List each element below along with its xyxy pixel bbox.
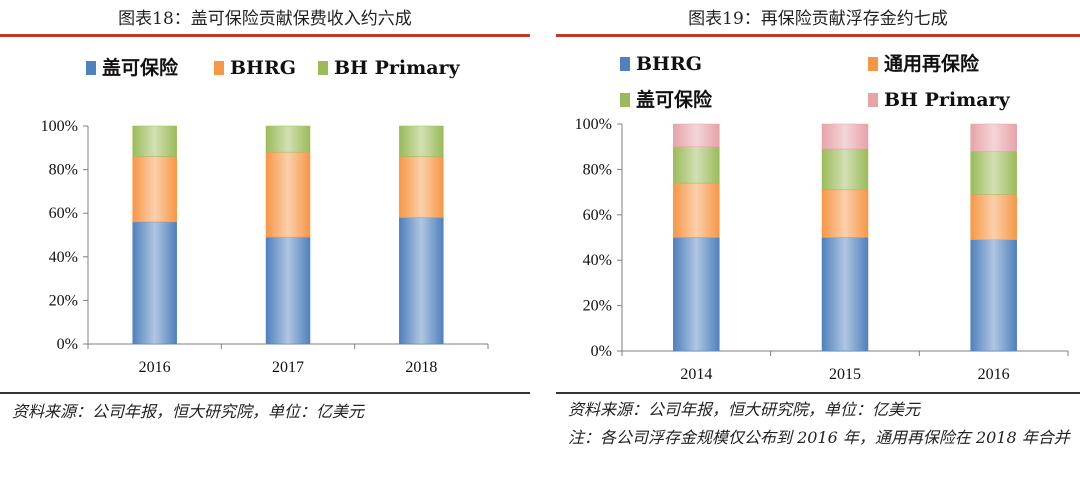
- bar-segment: [399, 156, 444, 218]
- bar-segment: [821, 189, 869, 238]
- y-tick-label: 60%: [583, 207, 612, 224]
- bar-segment: [132, 125, 177, 157]
- bar-segment: [265, 125, 311, 153]
- bar-segment: [821, 123, 869, 150]
- stacked-bar-chart: 0% 20% 40% 60% 80% 100% 2016 2017 2018 盖可保险 BHRG BH…: [41, 56, 489, 376]
- legend-swatch: [868, 57, 878, 71]
- legend-swatch: [86, 61, 96, 75]
- legend-label: 盖可保险: [636, 88, 713, 111]
- note-line: 注：各公司浮存金规模仅公布到 2016 年，通用再保险在 2018 年合并: [568, 428, 1070, 447]
- bar-segment: [265, 151, 311, 238]
- title-rule: [0, 34, 530, 37]
- legend-label: 盖可保险: [102, 56, 179, 79]
- y-tick-label: 40%: [49, 249, 78, 266]
- y-tick-label: 20%: [49, 292, 78, 309]
- legend-label: 通用再保险: [884, 52, 980, 75]
- bar-segment: [132, 221, 177, 345]
- chart-panel-left: 图表18：盖可保险贡献保费收入约六成 0% 20% 40% 60% 80% 100% 201…: [0, 0, 530, 488]
- bar-segment: [399, 217, 444, 345]
- y-tick-label: 0%: [57, 336, 78, 353]
- x-tick-label: 2016: [139, 359, 171, 376]
- y-tick-label: 20%: [583, 298, 612, 315]
- y-tick-label: 100%: [41, 118, 78, 135]
- x-tick-label: 2014: [680, 366, 712, 383]
- bar-segment: [970, 123, 1017, 152]
- bar-segment: [821, 148, 869, 191]
- chart-panel-right: 图表19：再保险贡献浮存金约七成 0% 20% 40% 60% 80% 100% 2014 2…: [556, 0, 1080, 488]
- legend-swatch: [214, 61, 224, 75]
- legend-label: BHRG: [636, 53, 702, 75]
- y-tick-label: 80%: [49, 162, 78, 179]
- bar-segment: [673, 237, 720, 352]
- footer-rule: [556, 392, 1080, 394]
- bar-segment: [673, 146, 720, 184]
- x-tick-label: 2016: [978, 366, 1010, 383]
- x-tick-label: 2015: [829, 366, 861, 383]
- legend-swatch: [868, 93, 878, 107]
- source-line: 资料来源：公司年报，恒大研究院，单位：亿美元: [568, 400, 921, 419]
- bar-segment: [265, 236, 311, 345]
- legend-swatch: [620, 93, 630, 107]
- y-tick-label: 80%: [583, 161, 612, 178]
- stacked-bar-chart: 0% 20% 40% 60% 80% 100% 2014 2015 2016 BHRG 通用再保险盖…: [575, 52, 1069, 383]
- source-note: 资料来源：公司年报，恒大研究院，单位：亿美元: [12, 402, 365, 421]
- title-rule: [556, 34, 1080, 37]
- x-tick-label: 2018: [405, 359, 437, 376]
- legend-swatch: [318, 61, 328, 75]
- y-tick-label: 100%: [575, 116, 612, 133]
- y-tick-label: 0%: [591, 343, 612, 360]
- footer-rule: [0, 392, 530, 394]
- bar-segment: [673, 182, 720, 238]
- bar-segment: [399, 125, 444, 157]
- bar-segment: [132, 156, 177, 223]
- legend-label: BHRG: [230, 57, 296, 79]
- x-tick-label: 2017: [272, 359, 304, 376]
- y-tick-label: 40%: [583, 252, 612, 269]
- chart-title: 图表19：再保险贡献浮存金约七成: [688, 9, 948, 29]
- legend-label: BH Primary: [334, 57, 461, 79]
- legend-label: BH Primary: [884, 89, 1011, 111]
- bar-segment: [970, 239, 1017, 352]
- source-note: 资料来源：公司年报，恒大研究院，单位：亿美元 注：各公司浮存金规模仅公布到 20…: [568, 396, 1070, 452]
- chart-title: 图表18：盖可保险贡献保费收入约六成: [118, 9, 412, 29]
- bar-segment: [673, 123, 720, 147]
- legend-swatch: [620, 57, 630, 71]
- bar-segment: [821, 237, 869, 352]
- bar-segment: [970, 150, 1017, 195]
- bar-segment: [970, 194, 1017, 241]
- y-tick-label: 60%: [49, 205, 78, 222]
